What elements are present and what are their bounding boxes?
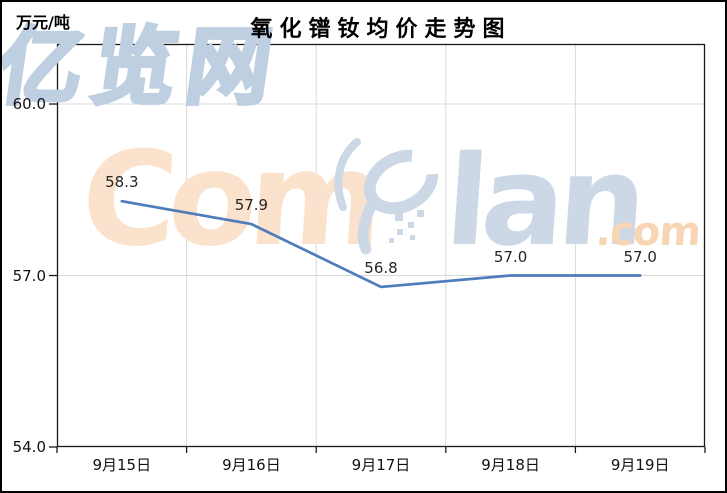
chart-title: 氧化镨钕均价走势图 — [250, 17, 512, 42]
y-axis-unit-label: 万元/吨 — [16, 13, 70, 32]
price-line — [120, 199, 642, 289]
plot-border — [56, 43, 706, 448]
